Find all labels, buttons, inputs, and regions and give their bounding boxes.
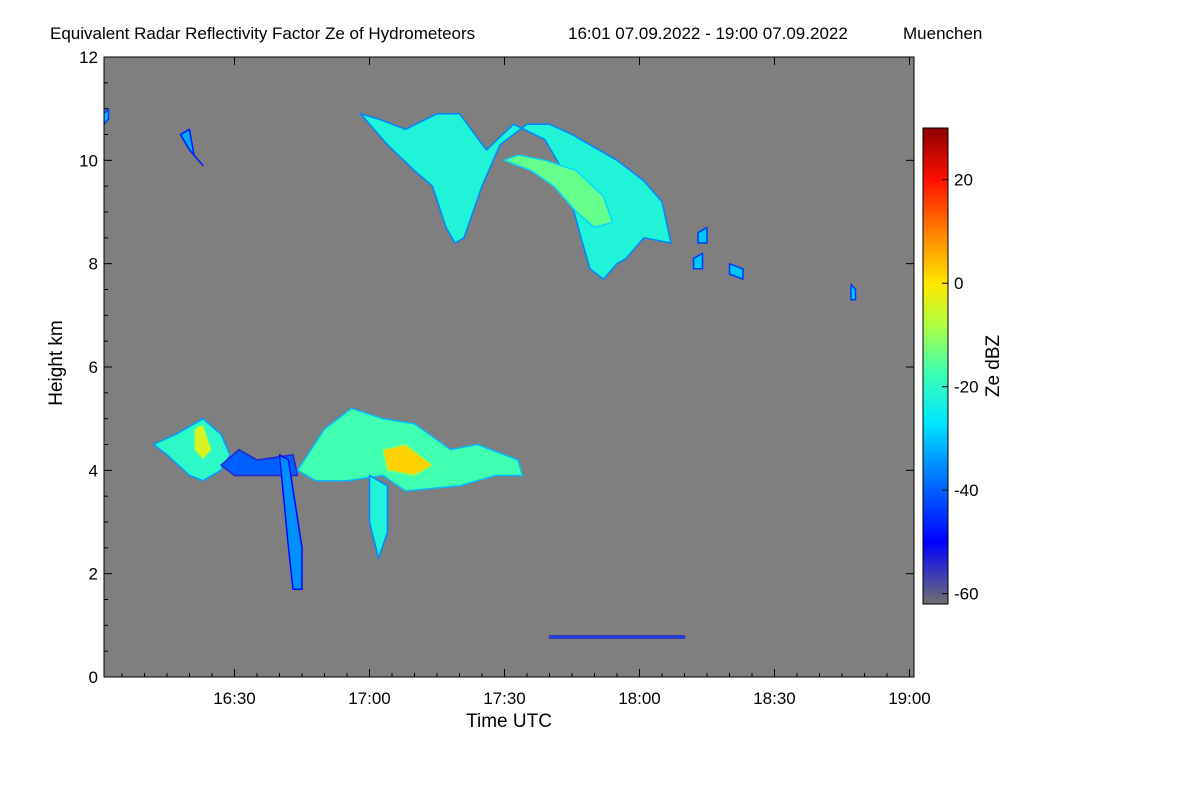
x-tick-label: 18:30	[753, 689, 796, 708]
y-axis: 0 2 4 6 8 10 12	[79, 48, 914, 687]
echo-cirrus-fragment-6	[850, 283, 857, 301]
x-tick-label: 16:30	[213, 689, 256, 708]
y-tick-label: 10	[79, 151, 98, 170]
colorbar	[922, 127, 949, 605]
y-tick-label: 0	[89, 668, 98, 687]
echo-midlevel-connector	[220, 448, 299, 477]
colorbar-label: Ze dBZ	[983, 334, 1004, 397]
colorbar-axis: 20 0 -20 -40 -60	[942, 171, 979, 604]
echo-midlevel-left-core	[193, 423, 213, 461]
location-label: Muenchen	[903, 24, 982, 43]
echo-midlevel-main-core	[382, 443, 434, 477]
x-tick-label: 17:30	[483, 689, 526, 708]
x-axis-label: Time UTC	[466, 711, 552, 732]
echo-upper-cirrus-core	[503, 154, 614, 229]
x-axis: 16:30 17:00 17:30 18:00 18:30 19:00	[121, 57, 931, 708]
colorbar-tick-label: -20	[954, 378, 979, 397]
echo-upper-cirrus-main	[359, 113, 672, 280]
colorbar-tick-label: -40	[954, 481, 979, 500]
echo-boundary-layer-speckle	[548, 634, 686, 640]
colorbar-tick-label: 0	[954, 274, 963, 293]
echo-cirrus-fragment-5	[728, 262, 744, 280]
y-tick-label: 12	[79, 48, 98, 67]
echo-cirrus-fragment-4	[692, 252, 704, 270]
colorbar-tick-label: -60	[954, 585, 979, 604]
echo-cirrus-fragment-2	[104, 107, 110, 125]
x-tick-label: 17:00	[348, 689, 391, 708]
colorbar-tick-label: 20	[954, 171, 973, 190]
x-tick-label: 18:00	[618, 689, 661, 708]
y-axis-label: Height km	[46, 320, 67, 406]
echo-fallstreak-right	[368, 474, 389, 559]
chart-title: Equivalent Radar Reflectivity Factor Ze …	[50, 24, 475, 43]
echo-layer	[104, 107, 857, 640]
echo-cirrus-fragment-1	[179, 128, 204, 167]
y-tick-label: 2	[89, 565, 98, 584]
x-tick-label: 19:00	[888, 689, 931, 708]
plot-area	[103, 56, 915, 678]
echo-cirrus-fragment-3	[697, 226, 708, 244]
echo-fallstreak-left	[278, 454, 303, 590]
time-range-label: 16:01 07.09.2022 - 19:00 07.09.2022	[568, 24, 848, 43]
y-tick-label: 8	[89, 255, 98, 274]
y-tick-label: 4	[89, 461, 98, 480]
y-tick-label: 6	[89, 358, 98, 377]
